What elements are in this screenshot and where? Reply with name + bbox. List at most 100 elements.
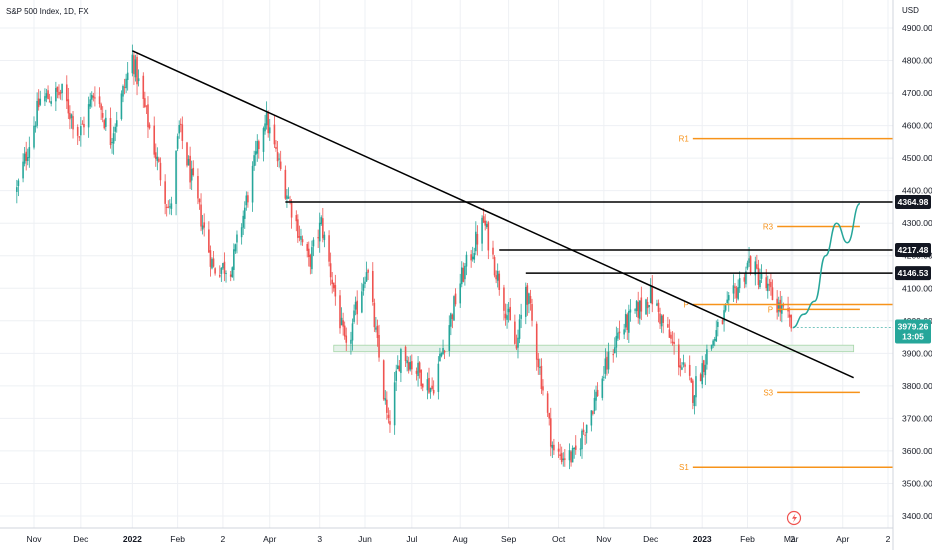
countdown-label: 13:05: [902, 332, 924, 342]
pivot-label-R3: R3: [763, 222, 774, 231]
x-tick-label: 2: [886, 534, 891, 544]
x-tick-label: Apr: [263, 534, 276, 544]
candle-body: [673, 341, 675, 344]
candle-body: [428, 377, 430, 393]
candle-body: [123, 86, 126, 88]
candle-body: [603, 376, 605, 378]
candle-body: [615, 335, 618, 348]
candle-body: [464, 265, 466, 280]
candle-body: [133, 55, 135, 75]
x-tick-label: Nov: [596, 534, 612, 544]
candle-body: [670, 334, 672, 339]
candle-body: [142, 75, 145, 99]
candle-body: [83, 123, 85, 128]
candle-body: [607, 351, 610, 370]
candle-body: [782, 305, 785, 307]
candle-body: [159, 162, 162, 181]
candle-body: [245, 195, 248, 206]
candle-body: [529, 296, 532, 304]
candle-body: [395, 370, 398, 381]
candle-body: [398, 365, 401, 372]
candle-body: [770, 281, 772, 288]
candle-body: [153, 125, 156, 155]
candle-body: [451, 314, 454, 320]
candle-body: [176, 136, 179, 149]
candle-body: [618, 331, 621, 334]
candle-body: [378, 334, 380, 358]
candle-body: [233, 249, 235, 270]
candle-body: [265, 112, 268, 126]
candle-body: [72, 116, 74, 130]
candle-body: [203, 222, 205, 228]
candle-body: [699, 374, 702, 382]
candle-body: [693, 395, 696, 407]
candle-body: [34, 125, 37, 127]
candle-body: [757, 267, 760, 286]
candle-body: [581, 430, 583, 450]
candle-body: [386, 399, 388, 413]
candle-body: [667, 324, 669, 328]
downtrend-line[interactable]: [132, 50, 854, 379]
candle-body: [439, 353, 441, 362]
candle-body: [492, 247, 494, 255]
candle-body: [756, 264, 758, 269]
candle-body: [320, 217, 323, 225]
candle-body: [635, 300, 638, 312]
candle-body: [682, 362, 685, 365]
candle-body: [343, 325, 346, 337]
y-tick-label: 4600.00: [902, 121, 932, 131]
x-tick-label: Dec: [643, 534, 659, 544]
candle-body: [679, 365, 682, 368]
candle-body: [481, 217, 483, 244]
candle-body: [94, 97, 96, 99]
trendline[interactable]: [132, 50, 854, 379]
candle-body: [759, 280, 761, 288]
x-tick-label: Sep: [501, 534, 516, 544]
candle-body: [158, 158, 160, 162]
y-tick-label: 3500.00: [902, 478, 932, 488]
candle-body: [254, 151, 257, 155]
candle-body: [115, 120, 118, 127]
candle-body: [356, 300, 358, 315]
candle-body: [704, 364, 707, 376]
candle-body: [450, 313, 452, 327]
candle-body: [539, 366, 541, 368]
candle-body: [256, 140, 259, 154]
candle-body: [668, 329, 671, 338]
candle-body: [76, 127, 79, 136]
candle-body: [549, 418, 552, 447]
replay-icon[interactable]: [786, 510, 802, 526]
candle-body: [67, 99, 70, 114]
candle-body: [638, 300, 641, 319]
candle-body: [788, 314, 791, 318]
grid: [0, 0, 893, 528]
x-tick-label: Apr: [836, 534, 849, 544]
candle-body: [28, 147, 31, 158]
candle-body: [37, 98, 40, 108]
candle-body: [515, 345, 518, 349]
candle-body: [560, 453, 563, 463]
candle-body: [657, 302, 660, 312]
candle-body: [656, 303, 658, 306]
candle-body: [553, 444, 555, 451]
candle-body: [382, 360, 385, 400]
candle-body: [267, 112, 269, 134]
candle-body: [55, 88, 57, 102]
candle-body: [295, 215, 298, 222]
candle-body: [105, 117, 107, 127]
candle-body: [706, 349, 708, 365]
chart-title: S&P 500 Index, 1D, FX: [6, 7, 89, 16]
candle-body: [164, 181, 166, 204]
candle-body: [167, 206, 170, 208]
x-tick-label: 2023: [693, 534, 712, 544]
candle-body: [465, 254, 468, 267]
candle-body: [323, 234, 326, 241]
x-axis[interactable]: Nov Dec 2022 Feb 2 Apr 3 Jun Jul Aug Sep Oct Nov Dec 2…: [0, 527, 893, 544]
y-tick-label: 3900.00: [902, 348, 932, 358]
candle-body: [39, 98, 42, 105]
pivot-levels: R1 R3 P P S3 S1: [679, 135, 893, 472]
